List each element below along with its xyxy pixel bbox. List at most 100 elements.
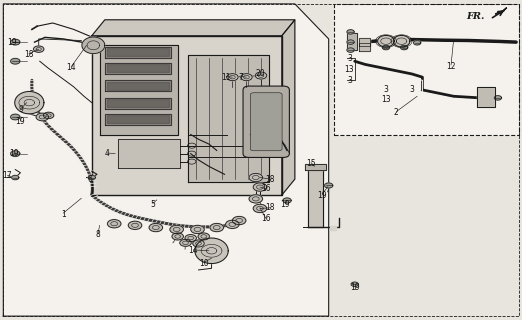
Circle shape	[172, 233, 183, 240]
FancyBboxPatch shape	[243, 86, 289, 157]
Text: 3: 3	[347, 53, 352, 62]
Circle shape	[108, 220, 121, 228]
Polygon shape	[330, 226, 337, 230]
Circle shape	[180, 239, 191, 246]
Polygon shape	[92, 20, 295, 36]
Circle shape	[255, 72, 267, 79]
Text: 13: 13	[381, 95, 391, 104]
Text: 16: 16	[262, 214, 271, 223]
Text: 7: 7	[239, 73, 244, 82]
Text: 15: 15	[306, 159, 316, 168]
Polygon shape	[308, 170, 324, 227]
Polygon shape	[3, 4, 329, 316]
Text: 19: 19	[350, 283, 360, 292]
Text: 16: 16	[262, 184, 271, 193]
Polygon shape	[347, 30, 354, 34]
Polygon shape	[282, 20, 295, 195]
Polygon shape	[305, 164, 326, 170]
Text: 18: 18	[24, 50, 33, 59]
Polygon shape	[105, 114, 171, 125]
Polygon shape	[377, 36, 394, 47]
Text: 2: 2	[394, 108, 399, 117]
Text: 19: 19	[16, 117, 25, 126]
Polygon shape	[347, 48, 354, 52]
Text: 20: 20	[255, 69, 265, 78]
Polygon shape	[347, 40, 354, 44]
Polygon shape	[108, 49, 169, 56]
Text: 4: 4	[105, 149, 110, 158]
Text: 8: 8	[96, 230, 100, 239]
Text: 5: 5	[150, 200, 155, 209]
Circle shape	[227, 74, 238, 81]
Polygon shape	[393, 36, 410, 47]
Circle shape	[253, 183, 267, 191]
Polygon shape	[495, 8, 507, 14]
Polygon shape	[413, 41, 421, 45]
Text: 3: 3	[347, 76, 352, 85]
Text: 19: 19	[9, 149, 18, 158]
Polygon shape	[108, 82, 169, 90]
Text: 11: 11	[221, 73, 231, 82]
Circle shape	[249, 173, 263, 182]
Polygon shape	[108, 100, 169, 108]
Text: 19: 19	[7, 38, 17, 47]
Circle shape	[241, 74, 252, 81]
Polygon shape	[325, 183, 333, 188]
Text: 1: 1	[61, 210, 66, 219]
Text: 3: 3	[410, 85, 414, 94]
Polygon shape	[108, 116, 169, 123]
Polygon shape	[400, 45, 408, 50]
Text: 14: 14	[188, 246, 198, 255]
Polygon shape	[100, 45, 177, 134]
Circle shape	[249, 195, 263, 203]
Text: 10: 10	[199, 259, 209, 268]
Text: 12: 12	[446, 61, 456, 70]
Circle shape	[210, 223, 223, 232]
Polygon shape	[382, 45, 389, 50]
Text: 9: 9	[18, 105, 23, 114]
Text: FR.: FR.	[467, 12, 485, 21]
Circle shape	[191, 225, 204, 234]
Polygon shape	[11, 175, 19, 180]
Polygon shape	[105, 63, 171, 74]
Polygon shape	[105, 98, 171, 109]
Polygon shape	[10, 114, 20, 120]
Circle shape	[170, 225, 183, 234]
Polygon shape	[359, 38, 370, 46]
Polygon shape	[105, 80, 171, 92]
Text: 14: 14	[66, 63, 76, 72]
Polygon shape	[108, 64, 169, 72]
Polygon shape	[195, 238, 228, 264]
Circle shape	[193, 240, 204, 247]
Polygon shape	[359, 43, 370, 51]
Polygon shape	[82, 37, 105, 53]
FancyBboxPatch shape	[251, 93, 282, 151]
Polygon shape	[10, 58, 20, 64]
Circle shape	[36, 113, 49, 121]
Circle shape	[253, 204, 267, 212]
Circle shape	[149, 223, 163, 232]
Polygon shape	[118, 139, 180, 168]
Polygon shape	[283, 198, 291, 203]
Circle shape	[33, 46, 44, 52]
Circle shape	[128, 221, 142, 229]
Circle shape	[232, 216, 246, 225]
Polygon shape	[15, 92, 44, 114]
Circle shape	[43, 112, 54, 119]
Polygon shape	[347, 33, 358, 50]
Polygon shape	[188, 55, 269, 182]
Circle shape	[185, 235, 196, 242]
Polygon shape	[10, 39, 20, 45]
Text: 3: 3	[384, 85, 388, 94]
Polygon shape	[10, 151, 20, 156]
Text: 19: 19	[317, 190, 327, 200]
Polygon shape	[477, 87, 495, 108]
Polygon shape	[494, 96, 502, 100]
Text: 17: 17	[3, 172, 13, 180]
Polygon shape	[334, 4, 519, 134]
Polygon shape	[351, 282, 359, 286]
Polygon shape	[88, 175, 96, 180]
Text: 19: 19	[281, 200, 290, 209]
Circle shape	[198, 233, 209, 240]
Polygon shape	[105, 47, 171, 58]
